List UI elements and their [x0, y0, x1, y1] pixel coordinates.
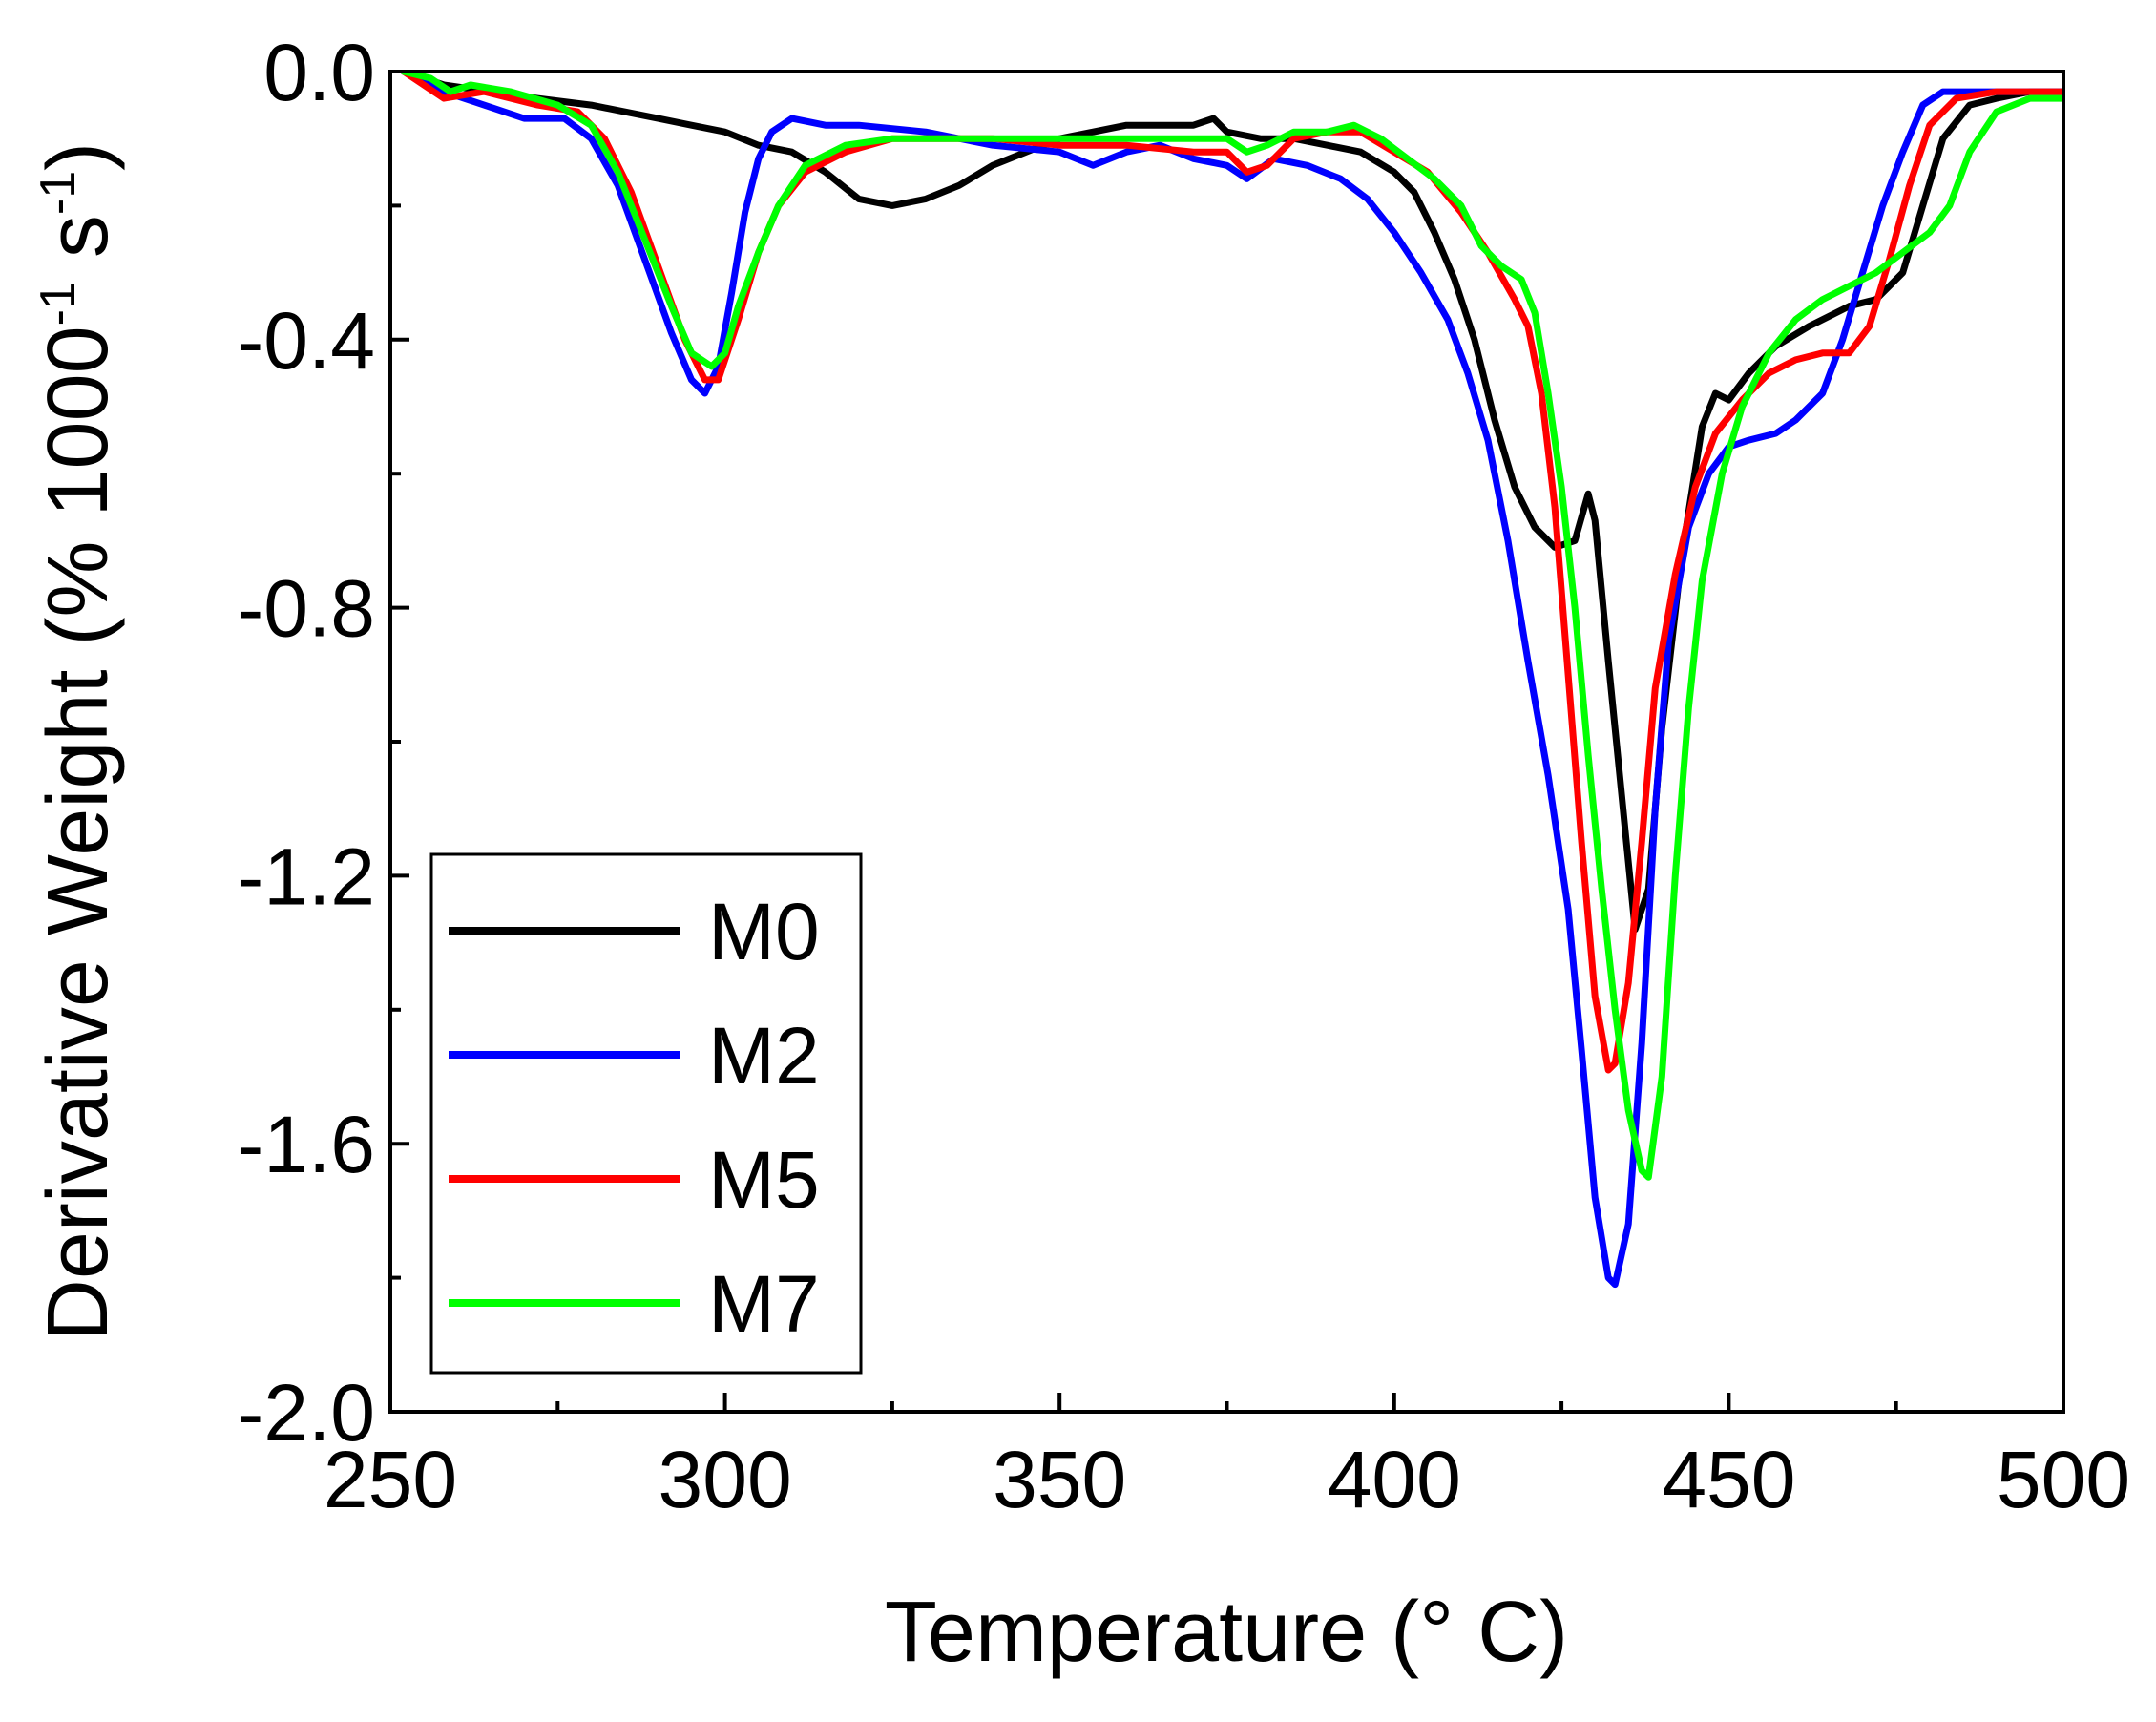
y-tick-label: -2.0 [237, 1368, 375, 1458]
legend-box [429, 852, 863, 1375]
legend: M0 M2 M5 M7 [429, 852, 863, 1375]
y-tick-label: -0.8 [237, 564, 375, 654]
y-tick-label: -1.2 [237, 831, 375, 921]
x-tick-label: 300 [659, 1435, 792, 1524]
legend-label-m7: M7 [708, 1259, 820, 1349]
y-axis-title-sup-2: -1 [31, 171, 86, 215]
y-axis: 0.0 -0.4 -0.8 -1.2 -1.6 -2.0 [237, 28, 409, 1458]
x-tick-label: 350 [993, 1435, 1126, 1524]
series-line-m2 [400, 72, 2063, 1289]
legend-label-m2: M2 [708, 1011, 820, 1101]
y-axis-title-main: Derivative Weight (% 1000 [31, 326, 126, 1341]
x-tick-label: 500 [1997, 1435, 2130, 1524]
y-axis-title-mid: s [31, 215, 126, 282]
y-axis-title: Derivative Weight (% 1000-1 s-1) [31, 142, 126, 1341]
x-axis-title: Temperature (° C) [885, 1585, 1568, 1680]
y-tick-label: -1.6 [237, 1100, 375, 1189]
y-tick-label: -0.4 [237, 296, 375, 386]
plot-lines [400, 72, 2063, 1289]
y-axis-title-sup-1: -1 [31, 282, 86, 326]
y-tick-label: 0.0 [263, 28, 375, 117]
x-tick-label: 400 [1328, 1435, 1461, 1524]
legend-label-m5: M5 [708, 1135, 820, 1225]
series-line-m7 [400, 72, 2063, 1181]
legend-label-m0: M0 [708, 887, 820, 976]
x-axis: 250 300 350 400 450 500 [324, 1393, 2130, 1524]
y-axis-title-end: ) [31, 142, 126, 171]
x-tick-label: 250 [324, 1435, 457, 1524]
x-tick-label: 450 [1662, 1435, 1795, 1524]
